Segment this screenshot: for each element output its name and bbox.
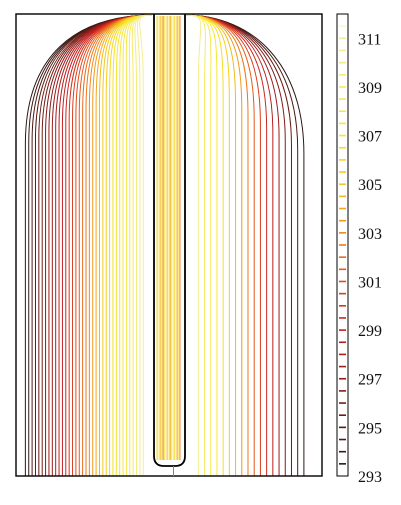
colorbar-tick-label-297: 297 bbox=[358, 372, 382, 389]
contour-line-right-307.5 bbox=[185, 14, 218, 476]
colorbar-tick-label-307: 307 bbox=[358, 129, 382, 146]
contour-line-left-307.5 bbox=[119, 14, 153, 476]
domain-boundary bbox=[15, 13, 323, 477]
insert-outline bbox=[153, 14, 186, 467]
contour-line-right-295.5 bbox=[185, 14, 292, 476]
colorbar-tick-label-311: 311 bbox=[358, 31, 381, 48]
contour-line-right-310.5 bbox=[185, 14, 202, 476]
contour-line-left-308 bbox=[122, 14, 153, 476]
contour-line-left-306.5 bbox=[112, 14, 153, 476]
contour-line-right-303.5 bbox=[185, 14, 243, 476]
contour-line-left-310.5 bbox=[136, 14, 153, 476]
contour-line-left-305 bbox=[102, 14, 153, 476]
contour-line-right-297.5 bbox=[185, 14, 280, 476]
contour-line-left-311 bbox=[139, 14, 153, 476]
central-insert bbox=[153, 14, 186, 476]
contour-line-left-294.5 bbox=[31, 14, 153, 476]
contour-line-left-304.5 bbox=[98, 14, 153, 476]
contour-line-left-309.5 bbox=[131, 14, 153, 476]
contour-line-right-301.5 bbox=[185, 14, 255, 476]
colorbar-tick-label-299: 299 bbox=[358, 323, 382, 340]
contour-line-left-307 bbox=[115, 14, 153, 476]
contour-line-left-299.5 bbox=[65, 14, 153, 476]
colorbar-tick-label-303: 303 bbox=[358, 226, 382, 243]
colorbar-tick-label-301: 301 bbox=[358, 274, 382, 291]
contour-line-right-293.5 bbox=[185, 14, 305, 476]
colorbar-tick-label-309: 309 bbox=[358, 80, 382, 97]
contour-lines bbox=[24, 14, 305, 476]
colorbar-tick-label-305: 305 bbox=[358, 177, 382, 194]
plot-frame bbox=[15, 13, 323, 477]
colorbar-tick-label-293: 293 bbox=[358, 469, 382, 486]
colorbar-tick-label-295: 295 bbox=[358, 420, 382, 437]
contour-line-left-303 bbox=[88, 14, 153, 476]
contour-line-right-309.5 bbox=[185, 14, 206, 476]
colorbar: 293 295 297 299 301 303 305 307 309 311 bbox=[336, 13, 382, 486]
contour-line-left-298 bbox=[55, 14, 153, 476]
contour-line-left-297.5 bbox=[51, 14, 153, 476]
